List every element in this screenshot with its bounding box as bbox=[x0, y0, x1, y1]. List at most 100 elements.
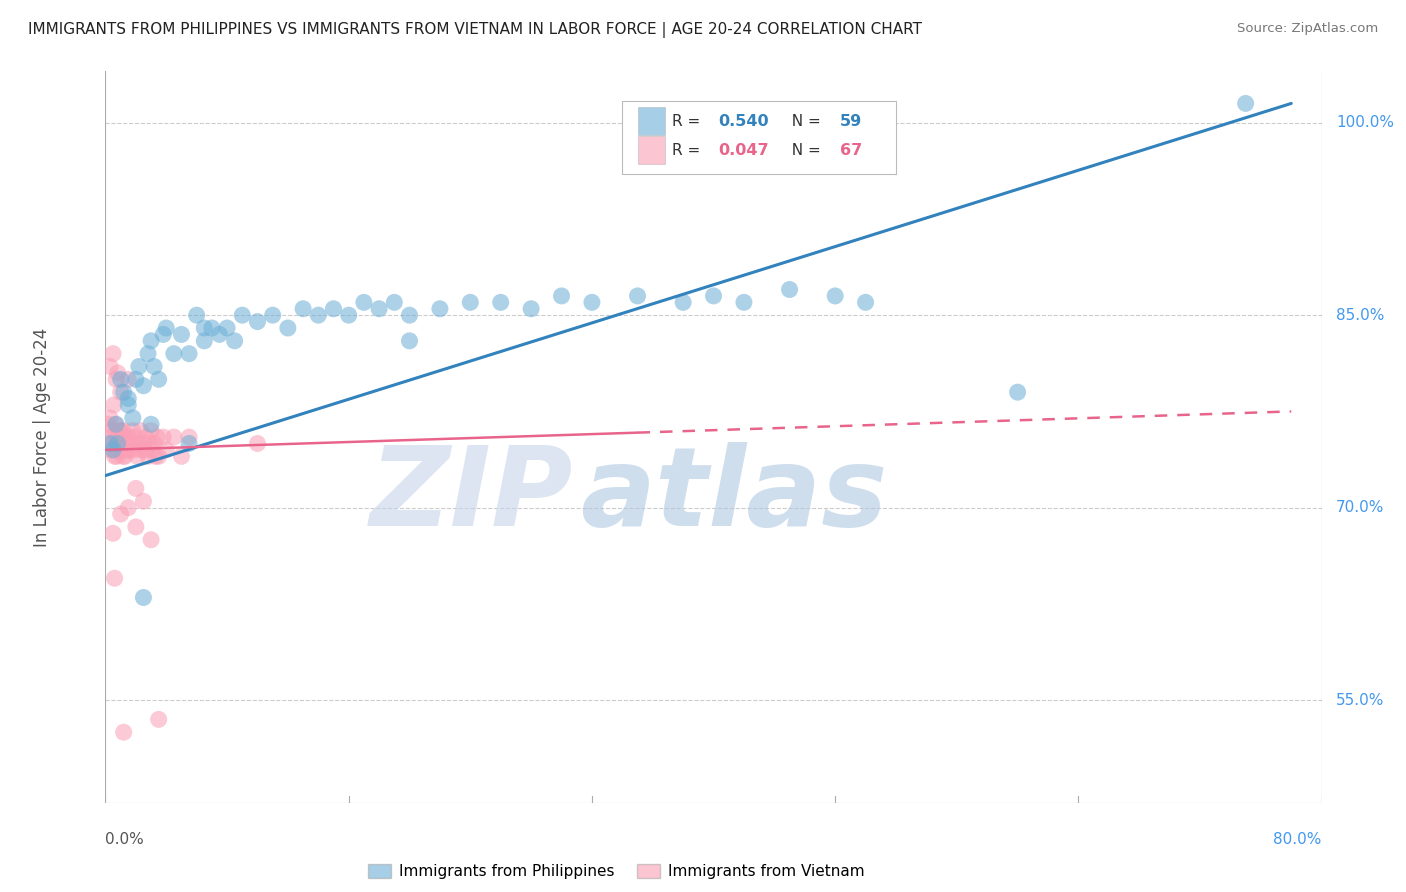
Point bbox=[163, 430, 186, 444]
Point bbox=[155, 442, 177, 457]
Text: 100.0%: 100.0% bbox=[1336, 115, 1395, 130]
Text: atlas: atlas bbox=[579, 442, 887, 549]
Point bbox=[458, 295, 481, 310]
Point bbox=[101, 346, 124, 360]
Point bbox=[132, 591, 155, 605]
Point bbox=[110, 507, 132, 521]
Point bbox=[105, 450, 128, 464]
Point bbox=[121, 424, 143, 438]
Point bbox=[139, 533, 162, 547]
Point bbox=[292, 301, 315, 316]
Text: R =: R = bbox=[672, 143, 706, 158]
Bar bbox=[638, 107, 665, 135]
Point bbox=[112, 424, 135, 438]
Point bbox=[118, 442, 141, 457]
Point bbox=[120, 436, 142, 450]
Point bbox=[322, 301, 344, 316]
Point bbox=[177, 346, 200, 360]
Point bbox=[177, 430, 200, 444]
Point bbox=[100, 442, 122, 457]
Point bbox=[110, 372, 132, 386]
Point bbox=[224, 334, 246, 348]
Point bbox=[353, 295, 375, 310]
Text: 70.0%: 70.0% bbox=[1336, 500, 1385, 516]
Point bbox=[382, 295, 405, 310]
Point bbox=[855, 295, 877, 310]
Point bbox=[104, 417, 127, 432]
Text: N =: N = bbox=[782, 113, 825, 128]
Point bbox=[489, 295, 512, 310]
Point bbox=[139, 334, 162, 348]
Point bbox=[136, 346, 159, 360]
Point bbox=[520, 301, 543, 316]
Point bbox=[152, 327, 174, 342]
Point bbox=[117, 392, 139, 406]
Point bbox=[107, 442, 129, 457]
Point bbox=[134, 442, 156, 457]
Point bbox=[262, 308, 284, 322]
Point bbox=[117, 372, 139, 386]
Point bbox=[101, 424, 124, 438]
Text: N =: N = bbox=[782, 143, 825, 158]
Point bbox=[98, 410, 121, 425]
Point bbox=[125, 372, 148, 386]
Point bbox=[139, 424, 162, 438]
Point bbox=[145, 450, 167, 464]
Point bbox=[131, 442, 153, 457]
Point bbox=[626, 289, 648, 303]
Point bbox=[307, 308, 329, 322]
Point bbox=[163, 346, 186, 360]
Text: 80.0%: 80.0% bbox=[1274, 832, 1322, 847]
Text: 0.0%: 0.0% bbox=[105, 832, 145, 847]
Point bbox=[824, 289, 846, 303]
Point bbox=[155, 321, 177, 335]
Point bbox=[108, 436, 131, 450]
Point bbox=[111, 436, 134, 450]
Point bbox=[100, 430, 122, 444]
Bar bbox=[638, 136, 665, 164]
FancyBboxPatch shape bbox=[623, 101, 896, 174]
Text: R =: R = bbox=[672, 113, 706, 128]
Point bbox=[105, 417, 128, 432]
Point bbox=[105, 372, 128, 386]
Point bbox=[143, 359, 166, 374]
Point bbox=[148, 372, 170, 386]
Point bbox=[201, 321, 224, 335]
Point bbox=[98, 359, 121, 374]
Text: 0.047: 0.047 bbox=[718, 143, 769, 158]
Point bbox=[101, 442, 124, 457]
Point bbox=[128, 359, 150, 374]
Point bbox=[139, 417, 162, 432]
Point bbox=[114, 430, 136, 444]
Point bbox=[114, 450, 136, 464]
Point bbox=[117, 398, 139, 412]
Point bbox=[733, 295, 755, 310]
Point bbox=[550, 289, 572, 303]
Point bbox=[124, 442, 146, 457]
Point bbox=[125, 520, 148, 534]
Point bbox=[110, 442, 132, 457]
Text: IMMIGRANTS FROM PHILIPPINES VS IMMIGRANTS FROM VIETNAM IN LABOR FORCE | AGE 20-2: IMMIGRANTS FROM PHILIPPINES VS IMMIGRANT… bbox=[28, 22, 922, 38]
Point bbox=[129, 424, 152, 438]
Point bbox=[97, 417, 120, 432]
Point bbox=[170, 450, 193, 464]
Point bbox=[132, 494, 155, 508]
Point bbox=[101, 526, 124, 541]
Point bbox=[128, 436, 150, 450]
Point bbox=[152, 430, 174, 444]
Point bbox=[208, 327, 231, 342]
Point bbox=[429, 301, 451, 316]
Point bbox=[105, 430, 128, 444]
Point bbox=[103, 398, 125, 412]
Point bbox=[142, 442, 165, 457]
Text: 0.540: 0.540 bbox=[718, 113, 769, 128]
Point bbox=[132, 378, 155, 392]
Point bbox=[115, 436, 138, 450]
Point bbox=[672, 295, 695, 310]
Point bbox=[125, 430, 148, 444]
Point bbox=[135, 430, 157, 444]
Text: 85.0%: 85.0% bbox=[1336, 308, 1385, 323]
Legend: Immigrants from Philippines, Immigrants from Vietnam: Immigrants from Philippines, Immigrants … bbox=[368, 864, 865, 880]
Point bbox=[112, 725, 135, 739]
Point bbox=[110, 424, 132, 438]
